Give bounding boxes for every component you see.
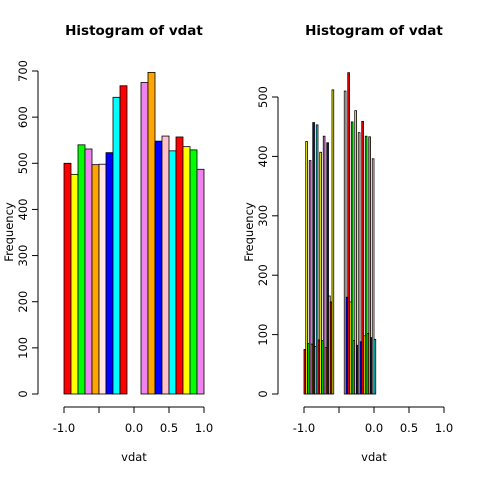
x-tick-label: 0.5 xyxy=(160,421,178,435)
histogram-bar xyxy=(343,90,347,395)
histogram-bar xyxy=(357,132,361,395)
x-tick-label: 1.0 xyxy=(195,421,213,435)
histogram-bar xyxy=(84,148,93,395)
histogram-bar xyxy=(161,135,170,395)
histogram-bar xyxy=(364,135,368,395)
histogram-bar xyxy=(63,162,72,395)
y-tick-label: 400 xyxy=(16,198,30,220)
bars xyxy=(303,72,377,395)
histogram-bar xyxy=(371,158,375,395)
histogram-bar xyxy=(98,163,107,395)
x-tick-label: -1.0 xyxy=(53,421,75,435)
y-tick-label: 400 xyxy=(256,145,270,167)
histogram-bar xyxy=(350,121,354,395)
y-axis-label: Frequency xyxy=(2,202,16,262)
y-tick-label: 200 xyxy=(256,264,270,286)
histogram-bar xyxy=(119,85,128,395)
histogram-bar xyxy=(112,96,121,395)
histogram-bar xyxy=(147,71,156,395)
y-tick-label: 0 xyxy=(256,390,270,397)
y-tick-label: 300 xyxy=(256,205,270,227)
y-tick-label: 500 xyxy=(256,86,270,108)
x-axis-label: vdat xyxy=(361,450,387,464)
x-axis-label: vdat xyxy=(121,450,147,464)
histogram-bar xyxy=(322,135,326,395)
y-axis: 0 100 200 300 400 500 xyxy=(256,86,279,398)
histogram-bar xyxy=(319,151,322,395)
histogram-bar xyxy=(105,152,114,395)
histogram-bar xyxy=(312,122,315,395)
histogram-bar xyxy=(175,136,184,395)
histogram-bar xyxy=(373,338,377,395)
histogram-bar xyxy=(354,110,357,395)
y-tick-label: 100 xyxy=(256,324,270,346)
y-tick-label: 600 xyxy=(16,106,30,128)
histogram-bar xyxy=(305,141,308,395)
y-tick-label: 300 xyxy=(16,245,30,267)
histogram-bar xyxy=(308,160,312,395)
y-tick-label: 700 xyxy=(16,60,30,82)
histogram-bar xyxy=(140,82,149,395)
x-tick-label: 0.0 xyxy=(365,421,383,435)
histogram-bar xyxy=(189,149,198,395)
y-tick-label: 0 xyxy=(16,390,30,397)
histogram-panel-right: Histogram of vdat Frequency vdat 0 100 200… xyxy=(242,23,453,464)
histogram-bar xyxy=(315,124,319,395)
histogram-bar xyxy=(331,89,335,395)
x-axis: -1.0 0.0 0.5 1.0 xyxy=(53,406,213,435)
histogram-bar xyxy=(77,144,86,395)
histogram-bar xyxy=(326,142,329,395)
x-tick-label: -1.0 xyxy=(293,421,315,435)
histogram-bar xyxy=(70,173,79,395)
y-tick-label: 500 xyxy=(16,152,30,174)
x-axis: -1.0 0.0 0.5 1.0 xyxy=(293,406,453,435)
x-tick-label: 1.0 xyxy=(435,421,453,435)
histogram-bar xyxy=(361,120,364,395)
chart-title: Histogram of vdat xyxy=(305,23,443,39)
chart-title: Histogram of vdat xyxy=(65,23,203,39)
x-tick-label: 0.5 xyxy=(400,421,418,435)
histogram-panel-left: Histogram of vdat Frequency vdat 0 100 200… xyxy=(2,23,213,464)
y-tick-label: 100 xyxy=(16,337,30,359)
histogram-bar xyxy=(368,136,371,395)
y-axis-label: Frequency xyxy=(242,202,256,262)
y-tick-label: 200 xyxy=(16,291,30,313)
histogram-bar xyxy=(347,72,350,395)
y-axis: 0 100 200 300 400 500 600 700 xyxy=(16,60,39,398)
histogram-bar xyxy=(91,164,100,395)
bars xyxy=(63,71,205,395)
histogram-bar xyxy=(154,140,163,395)
histogram-bar xyxy=(182,146,191,395)
x-tick-label: 0.0 xyxy=(125,421,143,435)
histogram-bar xyxy=(196,168,205,395)
histogram-bar xyxy=(168,150,177,395)
